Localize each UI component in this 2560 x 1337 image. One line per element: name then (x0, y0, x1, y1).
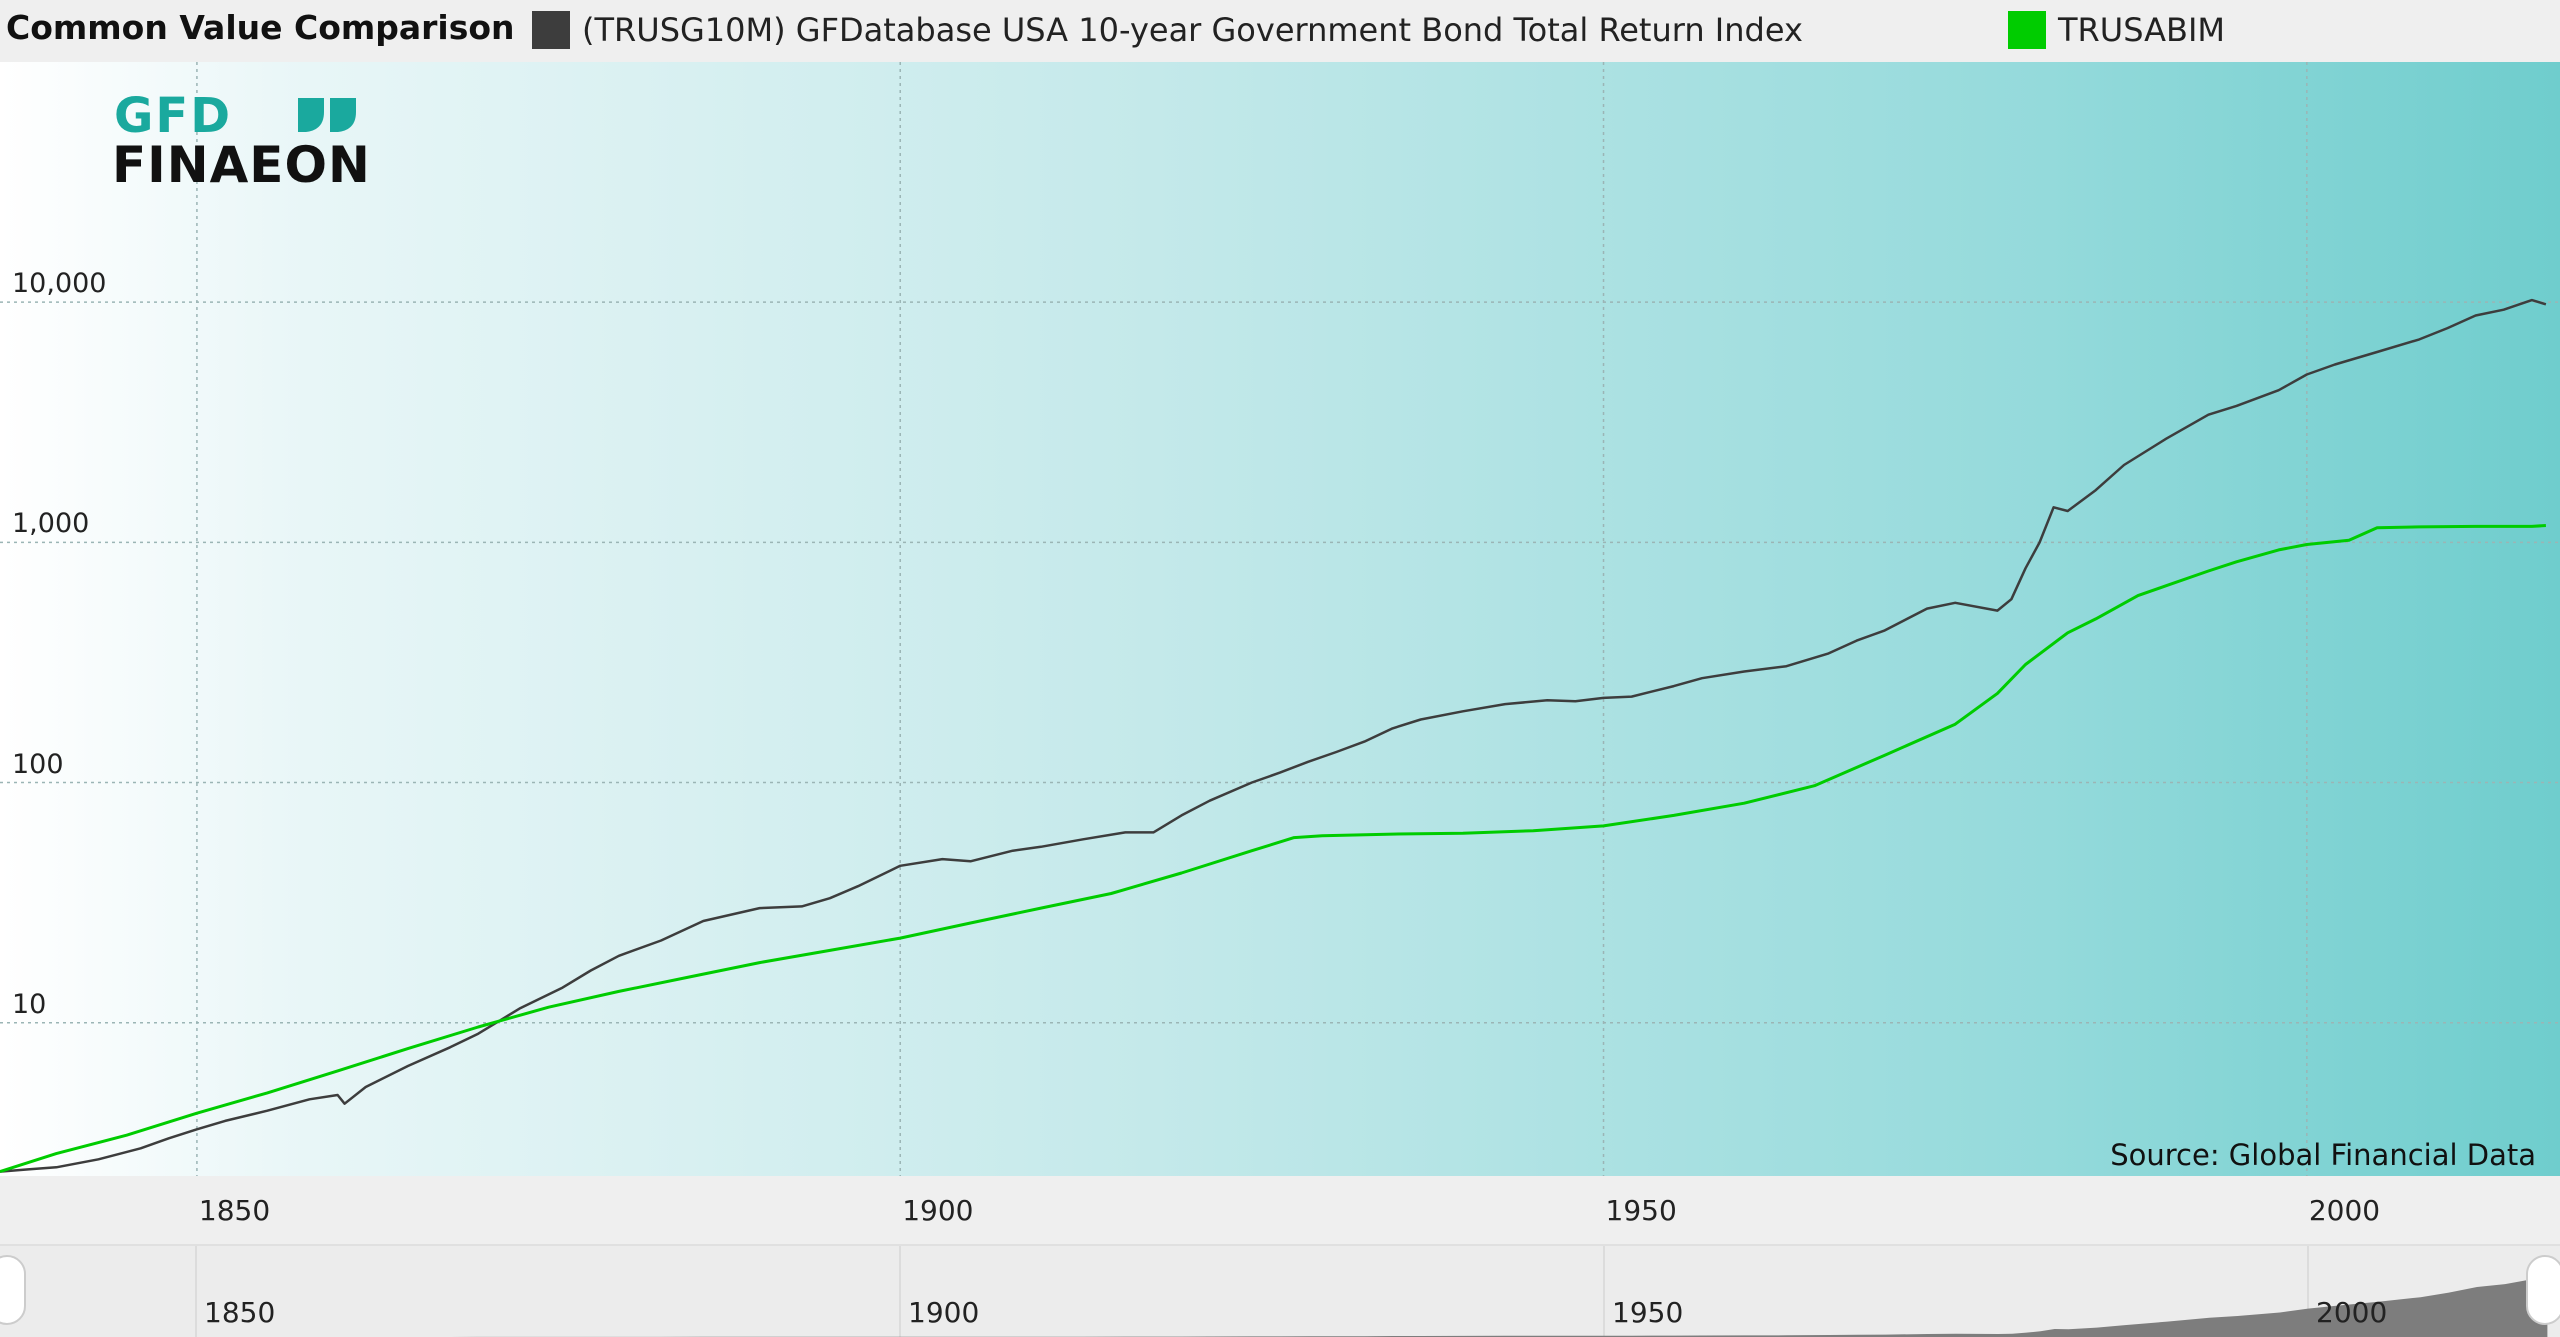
y-tick-label: 10,000 (12, 268, 107, 300)
legend-swatch-trusg10m (532, 11, 570, 49)
navigator-grid (195, 1246, 2309, 1337)
plot-area[interactable] (0, 62, 2560, 1176)
legend-item-trusg10m[interactable]: (TRUSG10M) GFDatabase USA 10-year Govern… (532, 10, 1803, 50)
x-tick-label: 1900 (902, 1194, 974, 1227)
x-tick-label: 2000 (2308, 1194, 2381, 1227)
navigator-area (0, 1279, 2548, 1337)
navigator-left-handle[interactable] (0, 1255, 26, 1325)
chart-header: Common Value Comparison (TRUSG10M) GFDat… (0, 0, 2560, 62)
gfd-finaeon-logo: GFD FINAEON (112, 88, 472, 194)
chart-svg (0, 62, 2560, 1176)
plot-background (0, 62, 2560, 1176)
logo-leaf-icon (298, 98, 324, 132)
navigator-tick-label: 2000 (2316, 1296, 2388, 1329)
y-tick-label: 1,000 (12, 508, 90, 540)
legend-label-trusg10m: (TRUSG10M) GFDatabase USA 10-year Govern… (582, 11, 1803, 49)
series-line-trusabim[interactable] (0, 524, 2546, 1174)
logo-leaf-icon (330, 98, 356, 132)
legend-swatch-trusabim (2008, 11, 2046, 49)
x-axis (0, 1176, 2560, 1244)
source-note: Source: Global Financial Data (2110, 1138, 2536, 1172)
x-tick-label: 1850 (198, 1194, 271, 1227)
navigator-right-handle[interactable] (2526, 1255, 2560, 1325)
chart-title: Common Value Comparison (6, 8, 515, 47)
logo-gfd-text: GFD (114, 92, 232, 144)
series-line-trusg10m[interactable] (0, 298, 2547, 1173)
x-tick-label: 1950 (1605, 1194, 1677, 1227)
series-lines (0, 298, 2547, 1174)
y-tick-label: 100 (12, 748, 64, 780)
legend-item-trusabim[interactable]: TRUSABIM (2008, 10, 2225, 50)
y-tick-label: 10 (12, 988, 47, 1020)
navigator-tick-label: 1900 (908, 1296, 980, 1329)
legend-label-trusabim: TRUSABIM (2058, 11, 2225, 49)
navigator-tick-label: 1850 (204, 1296, 276, 1329)
range-navigator[interactable] (0, 1244, 2560, 1337)
logo-finaeon-text: FINAEON (112, 136, 371, 192)
navigator-tick-label: 1950 (1612, 1296, 1684, 1329)
navigator-svg (0, 1246, 2548, 1337)
